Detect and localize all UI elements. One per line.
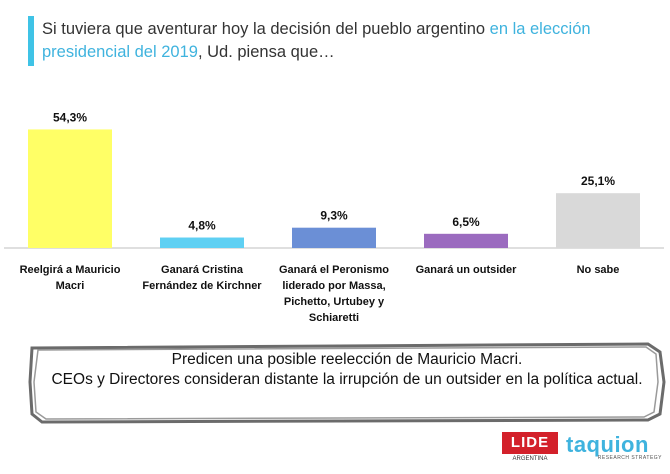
value-label-5: 25,1% bbox=[581, 174, 615, 188]
taquion-logo-sub: RESEARCH STRATEGY bbox=[597, 455, 662, 461]
value-label-1: 54,3% bbox=[53, 110, 87, 124]
category-label-3: Ganará el Peronismo liderado por Massa, … bbox=[278, 264, 390, 324]
title-suffix: , Ud. piensa que… bbox=[197, 43, 335, 61]
title-prefix: Si tuviera que aventurar hoy la decisión… bbox=[42, 20, 490, 38]
bar-chart: 54,3% 4,8% 9,3% 6,5% 25,1% bbox=[4, 110, 664, 249]
category-label-1: Reelgirá a Mauricio Macri bbox=[19, 264, 121, 292]
chart-title: Si tuviera que aventurar hoy la decisión… bbox=[42, 18, 652, 64]
title-accent-bar bbox=[28, 16, 34, 66]
category-label-2: Ganará Cristina Fernández de Kirchner bbox=[142, 264, 262, 292]
category-label-5: No sabe bbox=[576, 264, 620, 276]
banner-text: Predicen una posible reelección de Mauri… bbox=[28, 350, 666, 390]
banner-line-2: CEOs y Directores consideran distante la… bbox=[51, 371, 643, 388]
bar-5 bbox=[556, 193, 640, 248]
bar-1 bbox=[28, 129, 112, 248]
value-label-4: 6,5% bbox=[452, 215, 480, 229]
lide-logo-sub: ARGENTINA bbox=[512, 456, 548, 462]
bar-2 bbox=[160, 237, 244, 248]
lide-logo: LIDE ARGENTINA bbox=[502, 432, 558, 464]
taquion-logo-word: taquion bbox=[566, 432, 649, 457]
title-highlight: en la elección presidencial del 2019 bbox=[42, 20, 591, 61]
value-label-2: 4,8% bbox=[188, 219, 216, 233]
value-label-3: 9,3% bbox=[320, 209, 348, 223]
category-label-4: Ganará un outsider bbox=[415, 264, 517, 276]
conclusion-banner: Predicen una posible reelección de Mauri… bbox=[28, 342, 666, 424]
bar-4 bbox=[424, 233, 508, 248]
bar-3 bbox=[292, 227, 376, 248]
lide-logo-word: LIDE bbox=[502, 432, 558, 454]
banner-line-1: Predicen una posible reelección de Mauri… bbox=[171, 351, 523, 368]
brush-frame bbox=[28, 342, 666, 424]
taquion-logo: taquion RESEARCH STRATEGY bbox=[566, 432, 662, 466]
